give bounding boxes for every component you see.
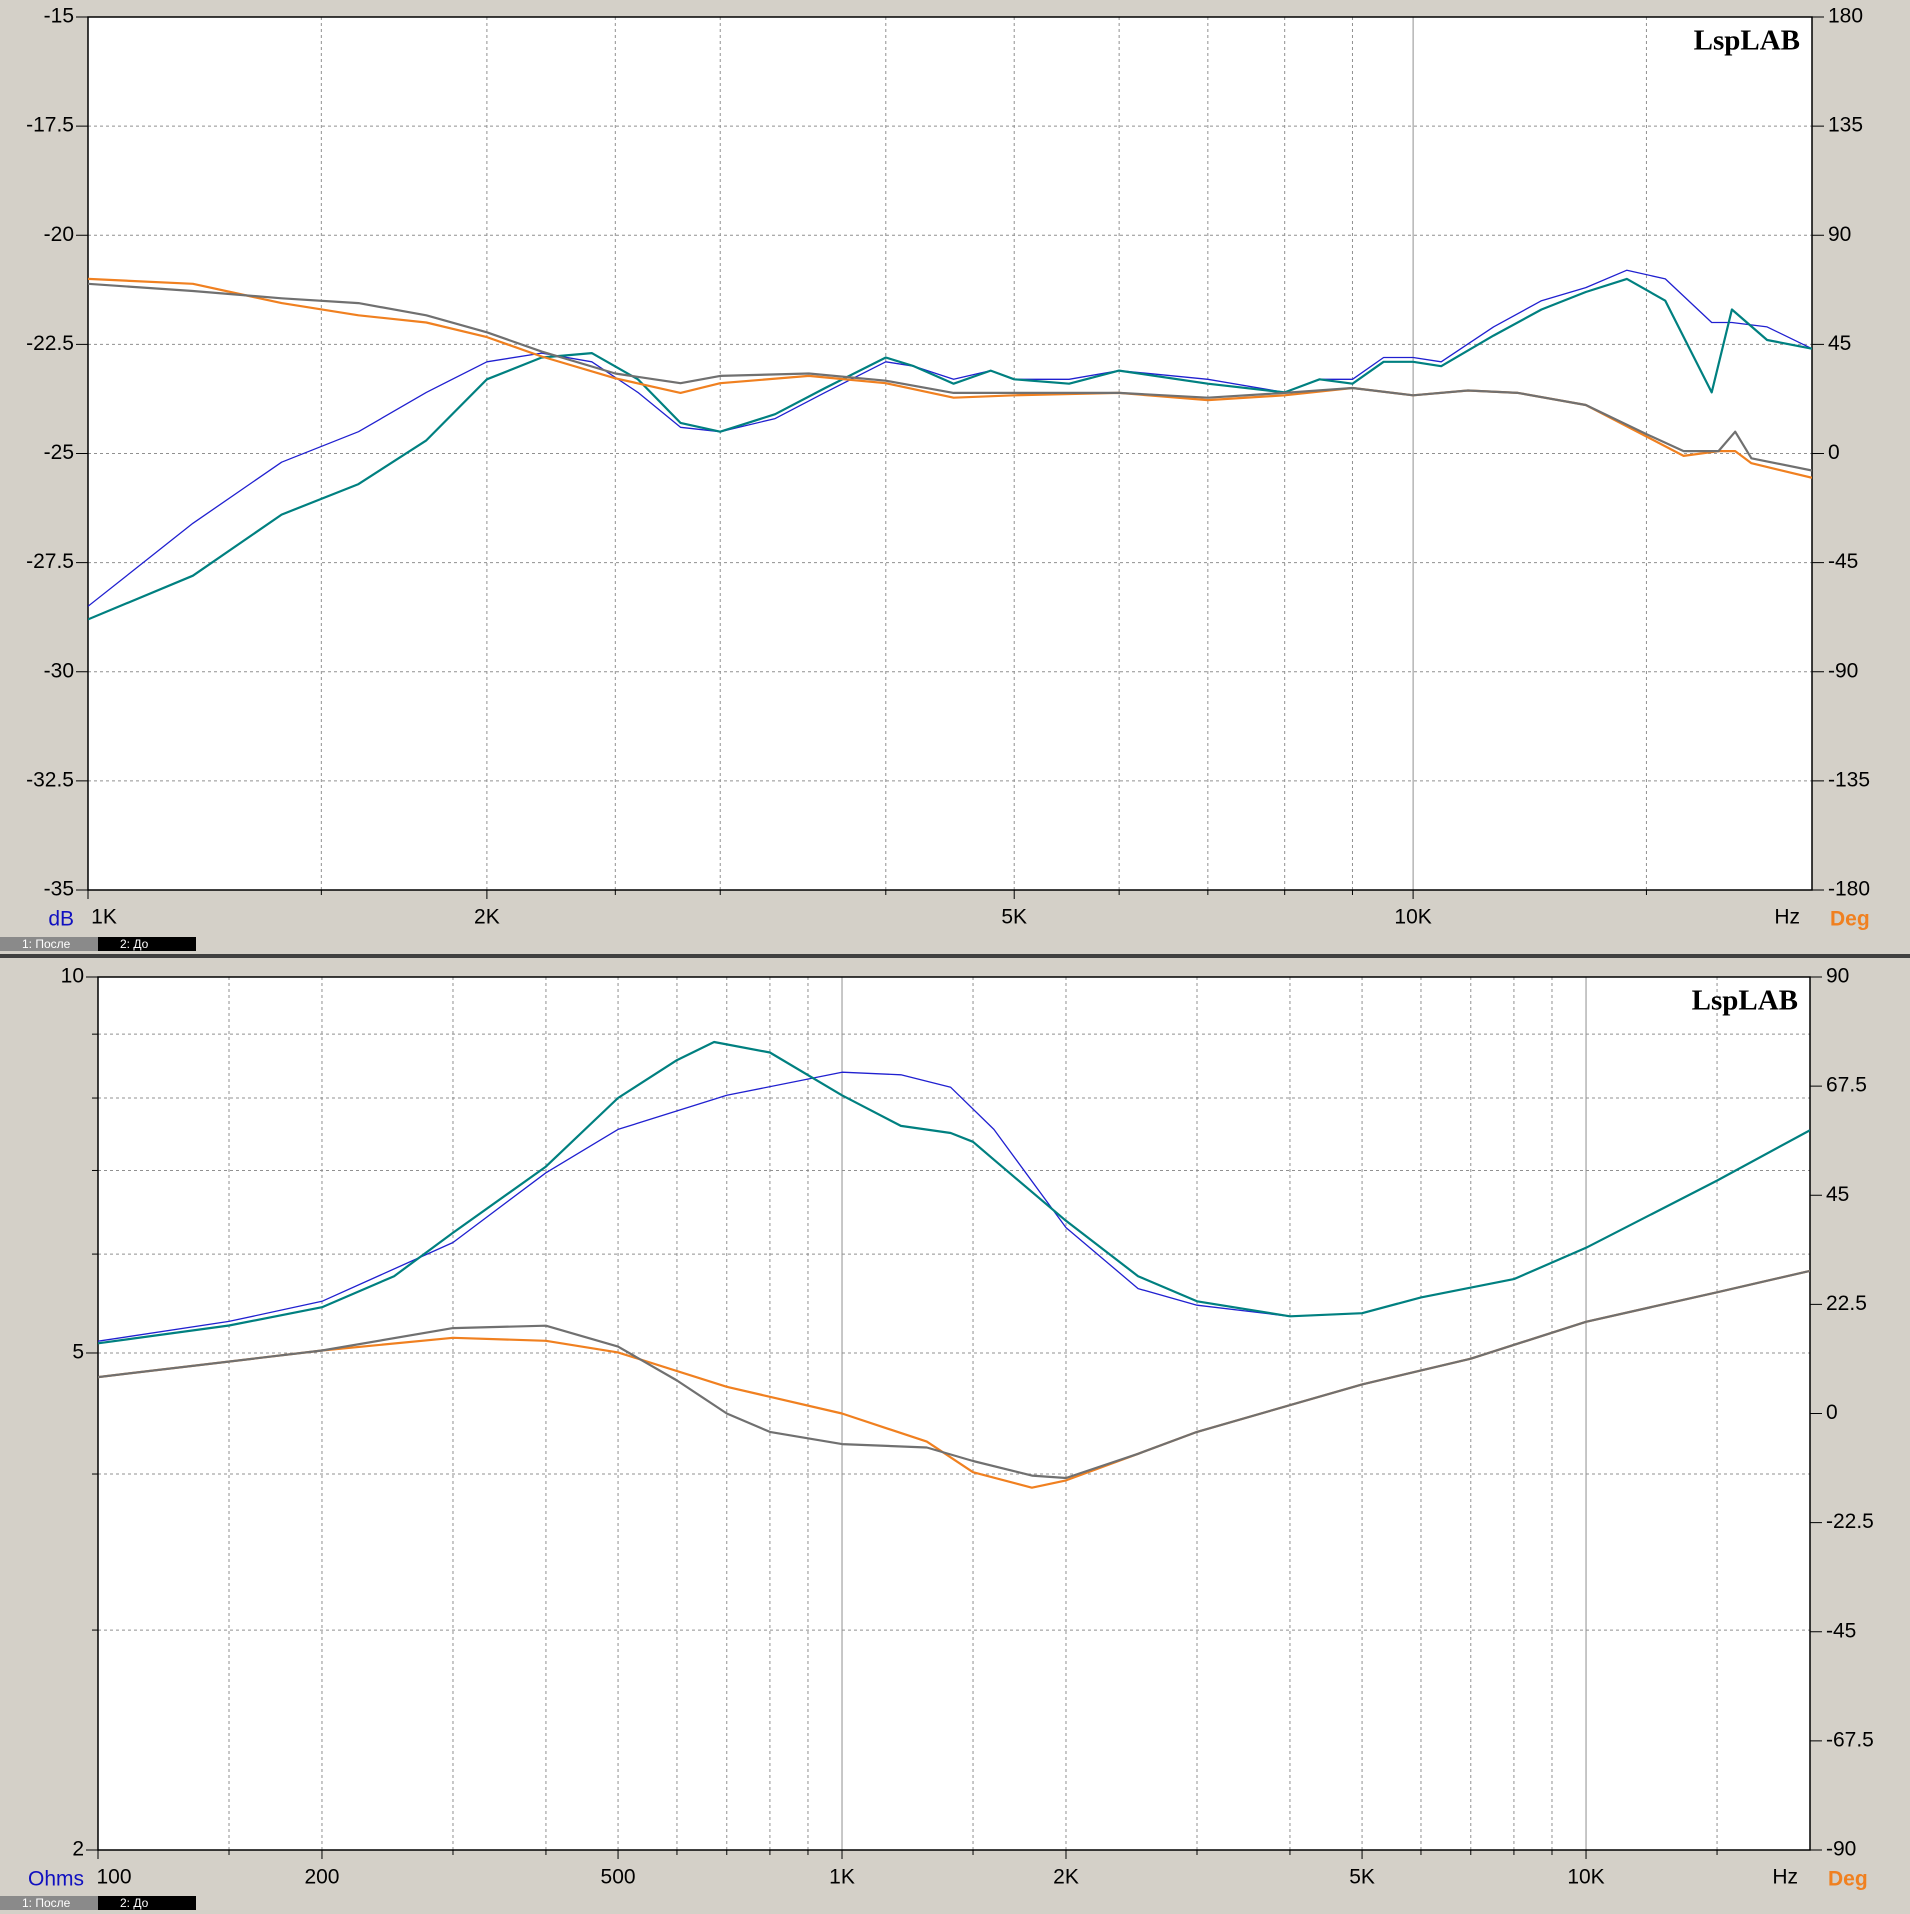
y-tick-label: 5 (72, 1341, 84, 1364)
y2-tick-label: 45 (1826, 1183, 1849, 1206)
y2-tick-label: 0 (1828, 441, 1840, 464)
y2-tick-label: -67.5 (1826, 1728, 1874, 1751)
series-group (98, 1040, 1810, 1489)
legend-label: 1: После (22, 937, 71, 951)
y-tick-label: -20 (44, 223, 74, 246)
y-tick-label: -17.5 (26, 114, 74, 137)
y2-tick-label: 180 (1828, 5, 1863, 28)
y-tick-label: -30 (44, 659, 74, 682)
legend-box (98, 1896, 196, 1910)
series-line (88, 269, 1812, 607)
x-tick-label: 2K (474, 906, 500, 929)
y2-tick-label: -135 (1828, 768, 1870, 791)
x-tick-label: 100 (96, 1866, 131, 1889)
plot-frame (87, 16, 1813, 891)
y2-tick-label: -22.5 (1826, 1510, 1874, 1533)
series-line (88, 282, 1812, 472)
y-tick-label: -22.5 (26, 332, 74, 355)
x-tick-label: 500 (601, 1866, 636, 1889)
x-tick-label: 2K (1053, 1866, 1079, 1889)
y-unit: dB (48, 908, 74, 931)
y-unit: Ohms (28, 1868, 84, 1891)
y-tick-label: 2 (72, 1838, 84, 1861)
y-tick-label: -27.5 (26, 550, 74, 573)
y2-tick-label: -90 (1826, 1838, 1856, 1861)
brand: LspLAB (1692, 985, 1798, 1017)
y2-tick-label: 45 (1828, 332, 1851, 355)
series-group (88, 269, 1812, 621)
x-tick-label: 10K (1567, 1866, 1604, 1889)
y2-tick-label: -45 (1826, 1619, 1856, 1642)
y2-tick-label: -45 (1828, 550, 1858, 573)
y2-tick-label: 90 (1826, 965, 1849, 988)
y2-tick-label: 0 (1826, 1401, 1838, 1424)
x-tick-label: 1K (91, 906, 117, 929)
y2-tick-label: -180 (1828, 878, 1870, 901)
series-line (98, 1040, 1810, 1345)
separator (0, 954, 1910, 958)
x-tick-label: 1K (829, 1866, 855, 1889)
y-tick-label: -25 (44, 441, 74, 464)
y2-tick-label: -90 (1828, 659, 1858, 682)
y2-tick-label: 22.5 (1826, 1292, 1867, 1315)
x-tick-label: 10K (1394, 906, 1431, 929)
legend-box (0, 937, 98, 951)
x-tick-label: 5K (1001, 906, 1027, 929)
legend-box (0, 1896, 98, 1910)
plot-area (98, 977, 1810, 1850)
series-line (88, 277, 1812, 479)
legend-label: 1: После (22, 1896, 71, 1910)
legend-label: 2: До (120, 1896, 149, 1910)
plot-frame (97, 976, 1811, 1851)
y2-tick-label: 135 (1828, 114, 1863, 137)
series-line (98, 1269, 1810, 1480)
y-tick-label: -35 (44, 878, 74, 901)
y-tick-label: 10 (61, 965, 84, 988)
y2-tick-label: 90 (1828, 223, 1851, 246)
series-line (88, 277, 1812, 621)
x-tick-label: 5K (1349, 1866, 1375, 1889)
y2-tick-label: 67.5 (1826, 1074, 1867, 1097)
y2-unit: Deg (1828, 1868, 1868, 1891)
y-tick-label: -15 (44, 5, 74, 28)
brand: LspLAB (1694, 25, 1800, 57)
y2-unit: Deg (1830, 908, 1870, 931)
legend-box (98, 937, 196, 951)
y-tick-label: -32.5 (26, 768, 74, 791)
x-tick-label: 200 (304, 1866, 339, 1889)
x-unit: Hz (1772, 1866, 1798, 1889)
x-unit: Hz (1774, 906, 1800, 929)
legend-label: 2: До (120, 937, 149, 951)
